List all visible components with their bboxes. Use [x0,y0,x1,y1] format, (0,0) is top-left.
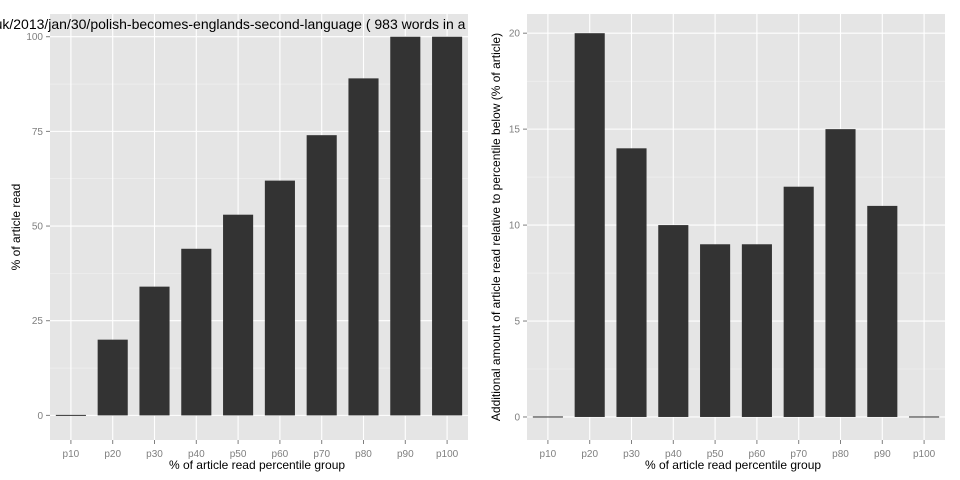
right-y-tick-label: 15 [509,125,521,136]
right-bar-p100 [909,416,940,418]
left-x-tick-label: p10 [63,449,80,460]
right-bar-p40 [658,225,689,417]
left-x-tick-label: p20 [104,449,121,460]
left-y-tick-label: 0 [37,411,43,422]
right-y-tick-label: 20 [509,29,521,40]
chart-left: 0 25 50 75 100 p10 p20 p30 p40 p50 p60 p70 p80 p90 p10… [0,14,468,472]
left-bar-p40 [181,248,212,416]
left-bar-p100 [432,36,463,416]
left-bar-p20 [97,339,128,416]
left-x-tick-label: p30 [146,449,163,460]
right-x-tick-label: p40 [665,449,682,460]
right-y-tick-label: 5 [514,317,520,328]
right-bar-p60 [741,244,772,417]
right-bar-p90 [867,205,898,417]
left-x-tick-label: p90 [397,449,414,460]
left-bar-p60 [264,180,295,416]
right-x-tick-label: p80 [832,449,849,460]
right-x-tick-label: p100 [913,449,936,460]
right-x-tick-label: p50 [707,449,724,460]
left-x-tick-label: p80 [355,449,372,460]
right-bar-p80 [825,129,856,417]
left-x-tick-label: p50 [230,449,247,460]
right-x-axis-title: % of article read percentile group [645,458,821,472]
left-y-tick-label: 75 [32,127,44,138]
right-y-tick-label: 0 [514,412,520,423]
right-bar-p10 [532,416,563,418]
left-y-axis-title: % of article read [9,184,23,271]
right-x-tick-label: p70 [790,449,807,460]
right-x-tick-label: p30 [623,449,640,460]
right-x-tick-label: p10 [540,449,557,460]
left-y-tick-label: 50 [32,222,44,233]
left-bar-p50 [223,214,254,416]
left-bar-p90 [390,36,421,416]
left-y-tick-label: 25 [32,316,44,327]
left-x-tick-label: p40 [188,449,205,460]
left-chart-title: uk/2013/jan/30/polish-becomes-englands-s… [0,16,466,32]
left-x-tick-label: p100 [436,449,459,460]
left-x-tick-label: p70 [313,449,330,460]
right-x-tick-label: p60 [749,449,766,460]
left-x-axis-title: % of article read percentile group [169,458,345,472]
right-bar-p30 [616,148,647,417]
right-bar-p70 [783,186,814,417]
left-x-tick-label: p60 [272,449,289,460]
left-bar-p30 [139,286,170,416]
right-x-tick-label: p90 [874,449,891,460]
left-bar-p70 [306,135,337,416]
right-y-tick-label: 10 [509,221,521,232]
right-bar-p50 [700,244,731,417]
right-x-tick-label: p20 [581,449,598,460]
right-y-axis-title: Additional amount of article read relati… [489,33,503,421]
left-bar-p80 [348,78,379,416]
left-y-tick-label: 100 [26,32,43,43]
left-bar-p10 [55,414,86,416]
right-bar-p20 [574,33,605,417]
chart-right: 0 5 10 15 20 p10 p20 p30 p40 p50 p60 p70 p80 p90 p100%… [489,14,945,472]
